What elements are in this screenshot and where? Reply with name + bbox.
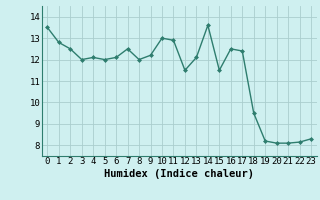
X-axis label: Humidex (Indice chaleur): Humidex (Indice chaleur) — [104, 169, 254, 179]
